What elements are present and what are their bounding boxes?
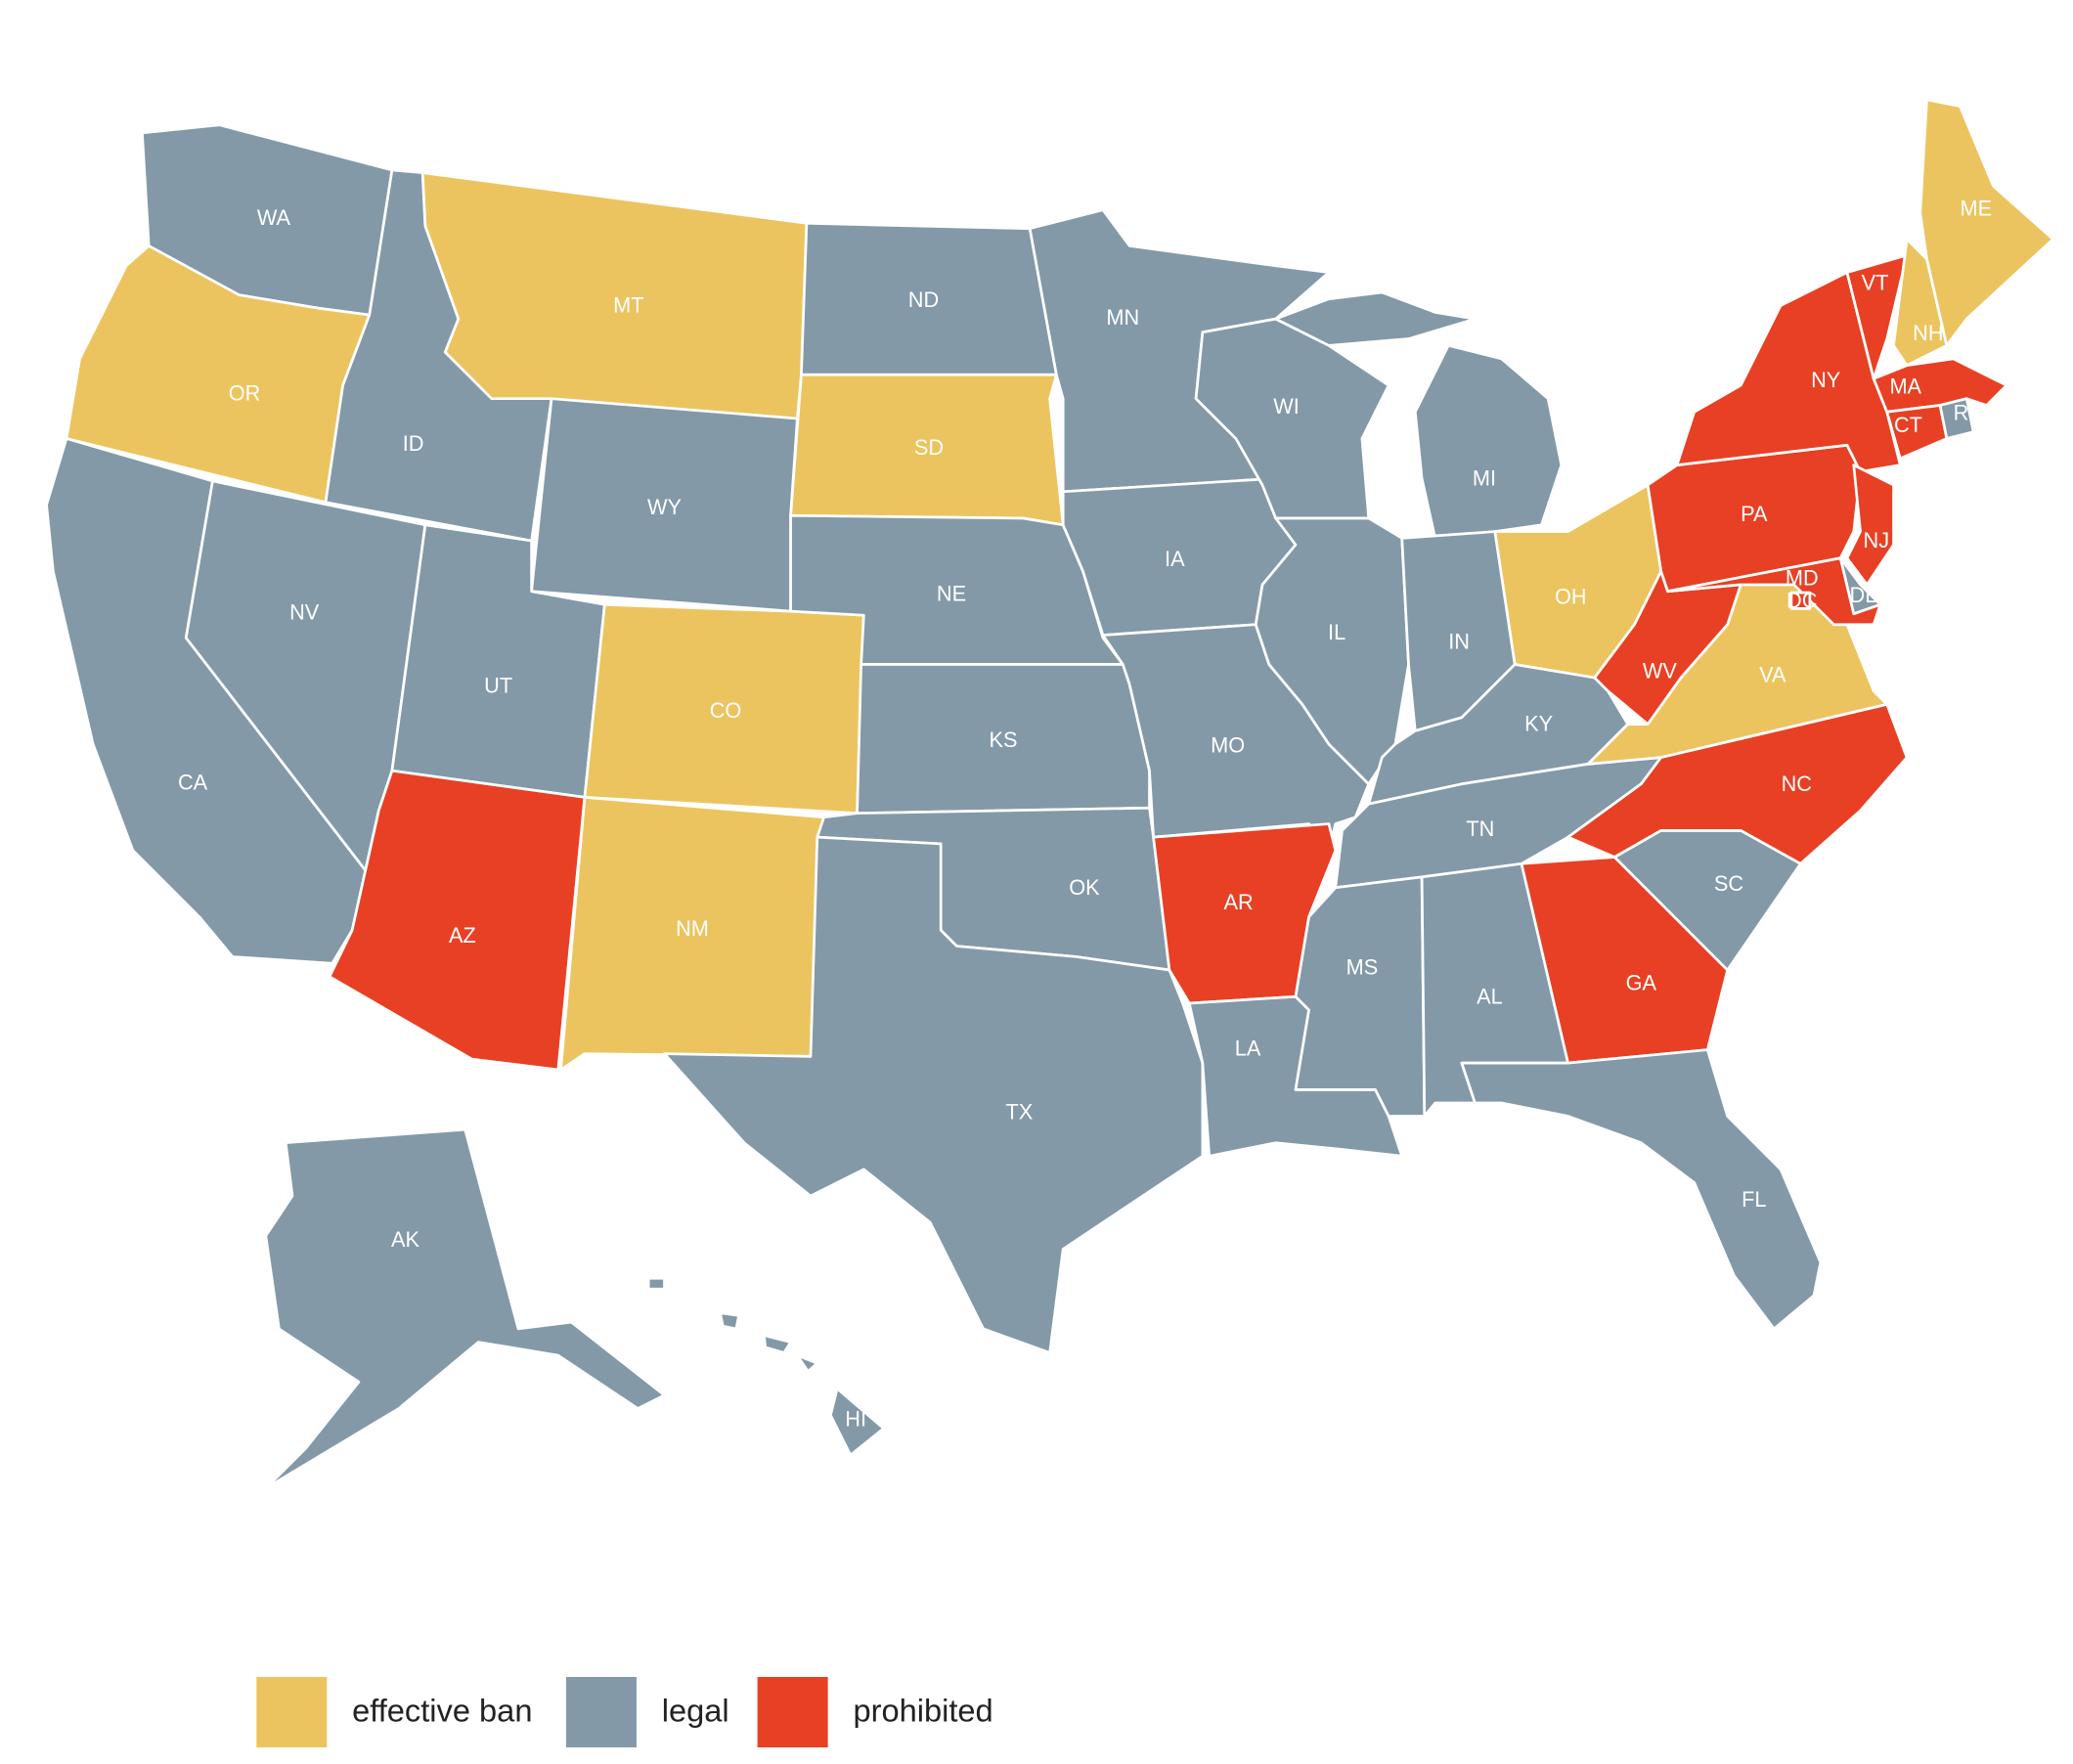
state-label: NE: [937, 582, 966, 606]
state-label: VT: [1862, 271, 1889, 295]
state-label: MN: [1106, 305, 1139, 330]
state-label: NC: [1782, 772, 1812, 796]
state-label: KY: [1524, 712, 1553, 736]
state-label: IL: [1328, 620, 1345, 644]
state-label: VA: [1759, 662, 1786, 686]
state: [1845, 463, 1895, 587]
state-label: CT: [1894, 413, 1922, 437]
state-label: AK: [391, 1227, 419, 1252]
state-label: HI: [845, 1406, 866, 1431]
legend-label: effective ban: [352, 1692, 532, 1728]
state-label: NH: [1913, 321, 1943, 345]
state-label: WI: [1273, 394, 1300, 419]
state-label: IA: [1165, 547, 1185, 571]
state: [1789, 591, 1812, 610]
state: [1919, 98, 2054, 347]
state-label: NM: [676, 916, 709, 941]
state-label: RI: [1954, 401, 1975, 425]
state: [1938, 397, 1975, 440]
state-label: IN: [1448, 629, 1470, 653]
state-label: MD: [1786, 565, 1819, 590]
state-label: MI: [1473, 465, 1496, 490]
state-label: OK: [1069, 875, 1100, 900]
state-label: MO: [1211, 732, 1245, 757]
state: [1334, 756, 1663, 890]
state: [1892, 238, 1949, 368]
state-label: TX: [1005, 1100, 1033, 1125]
legend-swatch: [256, 1676, 328, 1748]
state: [1845, 253, 1909, 380]
state-label: NY: [1811, 368, 1841, 392]
state-label: UT: [484, 673, 512, 697]
legend-swatch: [565, 1676, 637, 1748]
state-label: OR: [229, 380, 261, 405]
state: [1666, 556, 1882, 627]
state-label: DE: [1850, 583, 1879, 607]
state-label: WA: [257, 205, 291, 230]
state-label: CA: [178, 771, 208, 795]
state-label: DC: [1786, 588, 1817, 612]
state-label: WV: [1643, 658, 1678, 683]
legend-label: prohibited: [853, 1692, 992, 1728]
legend: effective ban legal prohibited: [256, 1676, 993, 1748]
state: [1593, 569, 1742, 726]
state: [1294, 875, 1427, 1118]
state-label: GA: [1626, 971, 1657, 995]
state-label: ME: [1960, 196, 1992, 220]
state-label: LA: [1235, 1036, 1261, 1060]
state-label: MT: [613, 293, 643, 318]
state-label: FL: [1742, 1187, 1766, 1212]
state-label: TN: [1466, 816, 1494, 841]
state-label: PA: [1741, 502, 1768, 526]
state-label: SC: [1714, 871, 1743, 896]
state: [1367, 663, 1630, 806]
state: [1460, 1048, 1823, 1331]
state-label: WY: [647, 495, 683, 519]
state-label: AL: [1477, 984, 1503, 1008]
state-label: MS: [1346, 954, 1379, 979]
state-label: SD: [914, 435, 944, 460]
state: [1274, 290, 1564, 540]
state-label: ID: [403, 431, 424, 456]
state-label: NV: [289, 600, 320, 625]
state-labels: WA OR CA NV ID MT WY UT AZ CO NM ND SD NE KS OK TX MN IA MO…: [178, 196, 1992, 1431]
state: [1566, 702, 1909, 865]
state-label: NJ: [1864, 528, 1890, 552]
states: [45, 98, 2054, 1490]
state-label: CO: [710, 698, 742, 723]
state-label: OH: [1555, 584, 1587, 608]
state-label: ND: [908, 287, 939, 312]
legend-swatch: [757, 1676, 828, 1748]
state: [646, 1276, 886, 1457]
legend-label: legal: [662, 1692, 729, 1728]
state: [663, 835, 1205, 1354]
state: [264, 1127, 666, 1490]
state-label: AZ: [449, 923, 476, 948]
state-label: KS: [990, 728, 1018, 752]
state-label: AR: [1223, 890, 1253, 914]
state-label: MA: [1889, 375, 1921, 399]
